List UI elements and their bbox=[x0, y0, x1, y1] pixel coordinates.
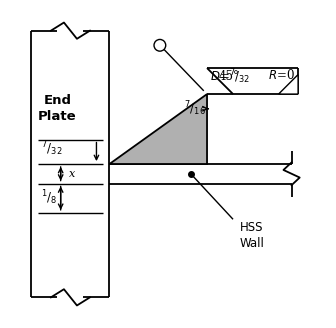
Text: $D$=$^7/_{32}$: $D$=$^7/_{32}$ bbox=[210, 67, 251, 86]
Text: $^1/_8$: $^1/_8$ bbox=[41, 189, 57, 208]
Text: $^7/_{32}$: $^7/_{32}$ bbox=[41, 139, 62, 158]
Polygon shape bbox=[279, 74, 298, 94]
Polygon shape bbox=[110, 94, 207, 164]
Text: 45°: 45° bbox=[218, 70, 239, 83]
Text: $R$=0: $R$=0 bbox=[268, 68, 295, 82]
Text: $^7/_{16}$: $^7/_{16}$ bbox=[184, 99, 205, 118]
Text: End
Plate: End Plate bbox=[38, 94, 77, 123]
Text: HSS
Wall: HSS Wall bbox=[240, 221, 264, 250]
Text: x: x bbox=[69, 169, 75, 179]
